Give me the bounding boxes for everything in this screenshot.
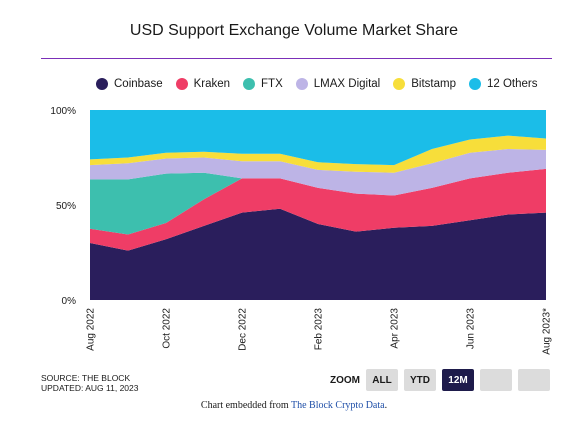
area-kraken[interactable] [90, 168, 546, 251]
zoom-button-ytd[interactable]: YTD [404, 369, 436, 391]
embed-suffix: . [384, 400, 388, 411]
legend-swatch [96, 78, 108, 90]
y-tick-label: 0% [62, 296, 77, 307]
legend-label: Kraken [193, 78, 231, 90]
zoom-button-group: ALL YTD 12M [366, 369, 556, 391]
zoom-button-blank[interactable] [480, 369, 512, 391]
area-bitstamp[interactable] [90, 135, 546, 173]
embed-prefix: Chart embedded from [200, 400, 291, 411]
legend: Coinbase Kraken FTX LMAX Digital Bitstamp 12 … [96, 78, 550, 90]
title-divider [41, 58, 552, 59]
legend-label: FTX [261, 78, 283, 90]
y-tick-label: 100% [50, 106, 76, 117]
zoom-button-12m[interactable]: 12M [442, 369, 474, 391]
embed-note: Chart embedded from The Block Crypto Dat… [0, 400, 588, 411]
zoom-button-all[interactable]: ALL [366, 369, 398, 391]
x-tick-label: Jun 2023 [466, 308, 477, 350]
legend-label: Bitstamp [411, 78, 456, 90]
legend-swatch [243, 78, 256, 90]
source-note: SOURCE: THE BLOCK UPDATED: AUG 11, 2023 [41, 373, 138, 393]
chart-title: USD Support Exchange Volume Market Share [129, 22, 459, 39]
area-12-others[interactable] [90, 110, 546, 166]
legend-swatch [468, 78, 481, 90]
area-coinbase[interactable] [90, 208, 546, 300]
embed-link[interactable]: The Block Crypto Data [290, 400, 385, 411]
legend-item-kraken[interactable]: Kraken [175, 78, 231, 90]
zoom-label: ZOOM [330, 374, 360, 386]
updated-line: UPDATED: AUG 11, 2023 [41, 383, 139, 393]
area-ftx[interactable] [90, 168, 546, 235]
y-tick-label: 50% [56, 201, 76, 212]
x-tick-label: Oct 2022 [162, 308, 173, 349]
legend-label: Coinbase [114, 78, 163, 90]
legend-item-ftx[interactable]: FTX [243, 78, 283, 90]
area-lmax-digital[interactable] [90, 148, 546, 196]
chart-area: 0% 50% 100% Aug 2022 Oct 2022 Dec 2022 Feb 20… [50, 106, 553, 355]
legend-label: 12 Others [486, 78, 538, 90]
legend-item-lmax-digital[interactable]: LMAX Digital [295, 78, 381, 90]
legend-item-bitstamp[interactable]: Bitstamp [393, 78, 456, 90]
zoom-controls: ZOOM ALL YTD 12M [330, 369, 556, 391]
x-tick-label: Apr 2023 [390, 308, 401, 349]
legend-item-coinbase[interactable]: Coinbase [96, 78, 163, 90]
x-tick-label: Aug 2023* [542, 308, 553, 355]
x-tick-label: Feb 2023 [314, 308, 325, 351]
legend-swatch [393, 78, 406, 90]
x-tick-label: Dec 2022 [238, 308, 249, 351]
legend-item-12-others[interactable]: 12 Others [468, 78, 538, 90]
source-line: SOURCE: THE BLOCK [41, 373, 131, 383]
legend-swatch [295, 78, 308, 90]
zoom-button-blank[interactable] [518, 369, 550, 391]
legend-label: LMAX Digital [313, 78, 381, 90]
x-tick-label: Aug 2022 [86, 308, 97, 351]
legend-swatch [175, 78, 188, 90]
